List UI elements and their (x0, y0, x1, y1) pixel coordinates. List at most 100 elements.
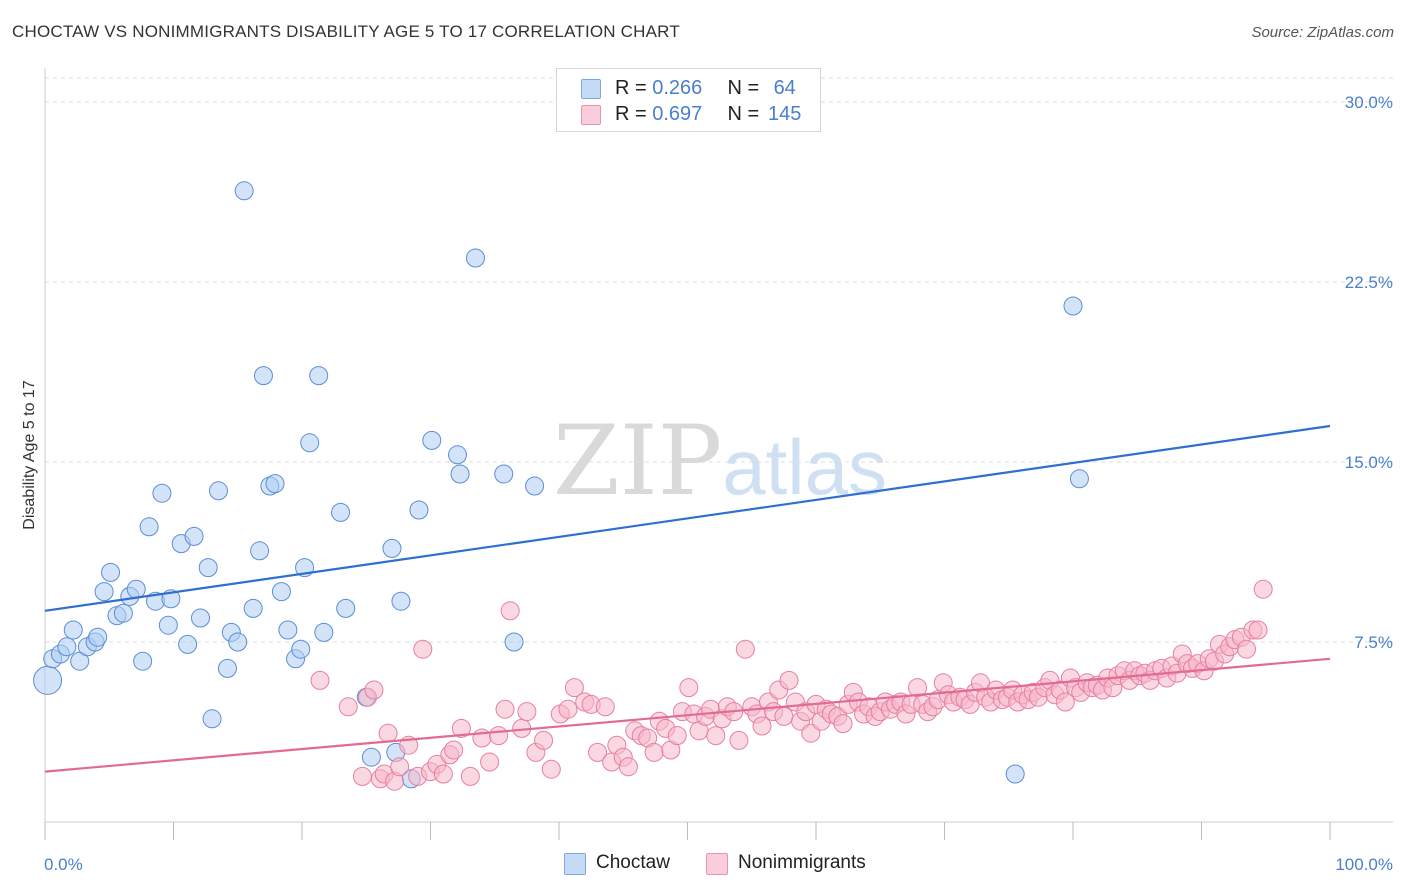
legend-r-value: 0.266 (652, 77, 703, 99)
data-point (243, 598, 263, 618)
data-point (409, 500, 429, 520)
data-point (364, 680, 384, 700)
data-point (1063, 296, 1083, 316)
data-point (447, 445, 467, 465)
data-point (534, 730, 554, 750)
data-point (133, 651, 153, 671)
data-point (774, 706, 794, 726)
data-point (234, 181, 254, 201)
y-tick-labels: 7.5% 15.0% 22.5% 30.0% (1345, 93, 1393, 652)
bottom-legend-label-choctaw: Choctaw (596, 852, 670, 873)
legend: R = 0.266 N = 64 R = 0.697 N = 145 (556, 68, 821, 132)
bottom-legend-label-nonimmigrants: Nonimmigrants (738, 852, 866, 873)
data-point (504, 632, 524, 652)
data-point (101, 562, 121, 582)
data-point (1055, 692, 1075, 712)
data-point (489, 726, 509, 746)
data-point (208, 481, 228, 501)
data-point (525, 476, 545, 496)
data-point (564, 678, 584, 698)
data-point (1069, 469, 1089, 489)
data-point (465, 248, 485, 268)
data-point (158, 615, 178, 635)
data-point (422, 430, 442, 450)
data-point (451, 718, 471, 738)
data-point (336, 598, 356, 618)
data-point (94, 582, 114, 602)
data-point (217, 658, 237, 678)
trend-line-choctaw (44, 424, 1331, 612)
data-point (202, 709, 222, 729)
data-point (1236, 639, 1256, 659)
chart-title: CHOCTAW VS NONIMMIGRANTS DISABILITY AGE … (12, 22, 680, 41)
data-point (291, 639, 311, 659)
legend-r-label: R = (615, 103, 653, 125)
data-point (460, 766, 480, 786)
watermark-zip: ZIP (553, 405, 723, 517)
data-point (495, 699, 515, 719)
data-point (198, 558, 218, 578)
data-point (126, 579, 146, 599)
trend-lines (44, 424, 1331, 773)
data-point (433, 764, 453, 784)
series-choctaw (33, 181, 1089, 789)
data-point (57, 637, 77, 657)
data-point (309, 366, 329, 386)
data-point (500, 601, 520, 621)
bottom-legend-swatch-choctaw (564, 853, 586, 875)
data-point (588, 742, 608, 762)
data-point (352, 766, 372, 786)
legend-swatch-choctaw (581, 79, 601, 99)
legend-n-value: 145 (768, 103, 802, 125)
data-point (184, 526, 204, 546)
watermark: ZIPatlas (553, 405, 887, 517)
data-point (517, 702, 537, 722)
data-point (779, 670, 799, 690)
legend-n-label: N = (727, 77, 765, 99)
data-point (361, 747, 381, 767)
data-point (1005, 764, 1025, 784)
data-point (300, 433, 320, 453)
data-point (190, 608, 210, 628)
bottom-legend-swatch-nonimmigrants (706, 853, 728, 875)
data-point (1253, 579, 1273, 599)
watermark-atlas: atlas (722, 423, 887, 511)
data-point (558, 699, 578, 719)
data-point (314, 622, 334, 642)
data-point (595, 697, 615, 717)
data-point (667, 726, 687, 746)
y-tick-label: 7.5% (1354, 633, 1393, 652)
data-point (729, 730, 749, 750)
series-nonimmigrants (310, 579, 1273, 791)
data-point (706, 726, 726, 746)
data-point (265, 474, 285, 494)
x-tick-labels: 0.0% 100.0% (44, 855, 1393, 874)
data-point (390, 757, 410, 777)
data-point (338, 697, 358, 717)
y-tick-label: 22.5% (1345, 273, 1393, 292)
axes (44, 68, 1393, 840)
data-point (679, 678, 699, 698)
data-point (618, 757, 638, 777)
data-point (444, 740, 464, 760)
data-point (413, 639, 433, 659)
trend-line-nonimmigrants (44, 657, 1331, 773)
legend-n-value: 64 (773, 77, 796, 99)
data-point (391, 591, 411, 611)
data-point (644, 742, 664, 762)
data-point (88, 627, 108, 647)
data-point (250, 541, 270, 561)
legend-swatch-nonimmigrants (581, 105, 601, 125)
x-tick-label: 100.0% (1335, 855, 1393, 874)
data-point (228, 632, 248, 652)
data-point (152, 483, 172, 503)
data-point (541, 759, 561, 779)
data-point (253, 366, 273, 386)
y-tick-label: 15.0% (1345, 453, 1393, 472)
source-label: Source: ZipAtlas.com (1251, 24, 1394, 41)
gridlines (45, 77, 1393, 643)
data-point (752, 716, 772, 736)
y-tick-label: 30.0% (1345, 93, 1393, 112)
data-point (33, 665, 63, 695)
